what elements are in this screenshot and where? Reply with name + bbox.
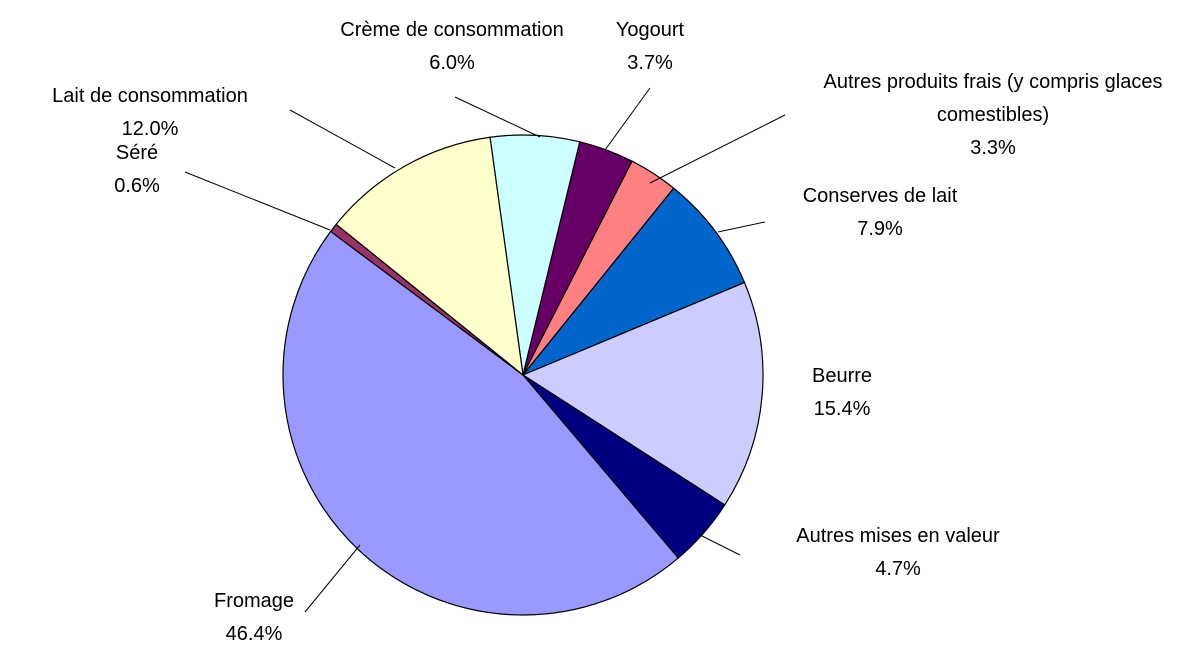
- slice-name: Lait de consommation: [52, 85, 248, 107]
- slice-label: Beurre 15.4%: [782, 360, 902, 426]
- slice-name: Conserves de lait: [802, 185, 958, 207]
- slice-name: Autres mises en valeur: [796, 525, 1000, 547]
- pie-slice: [282, 230, 680, 616]
- leader-line: [304, 544, 361, 613]
- slice-label: Yogourt 3.7%: [590, 14, 710, 80]
- slice-label: Lait de consommation 12.0%: [0, 80, 300, 146]
- slice-name: Autres produits frais (y compris glaces …: [823, 71, 1163, 126]
- slice-name: Crème de consommation: [340, 19, 564, 41]
- leader-line: [289, 109, 396, 169]
- slice-label: Séré 0.6%: [87, 137, 187, 203]
- pie-slice: [521, 281, 764, 506]
- slice-label: Autres produits frais (y compris glaces …: [803, 66, 1183, 165]
- leader-line: [604, 87, 651, 151]
- slice-value: 4.7%: [875, 558, 921, 580]
- leader-line: [717, 221, 766, 233]
- slice-value: 7.9%: [857, 218, 903, 240]
- slice-name: Yogourt: [615, 19, 685, 41]
- slice-value: 3.7%: [627, 52, 673, 74]
- slice-label: Conserves de lait 7.9%: [750, 180, 1010, 246]
- leader-line: [184, 171, 331, 231]
- slice-name: Beurre: [811, 365, 873, 387]
- slice-name: Séré: [115, 142, 159, 164]
- pie-slice: [335, 136, 524, 377]
- slice-value: 15.4%: [813, 398, 871, 420]
- slice-value: 0.6%: [114, 175, 160, 197]
- slice-label: Autres mises en valeur 4.7%: [748, 520, 1048, 586]
- slice-value: 3.3%: [970, 137, 1016, 159]
- slice-name: Fromage: [213, 590, 295, 612]
- slice-value: 6.0%: [429, 52, 475, 74]
- slice-label: Fromage 46.4%: [184, 585, 324, 646]
- slice-value: 46.4%: [225, 623, 283, 645]
- slice-value: 12.0%: [121, 118, 179, 140]
- leader-line: [699, 534, 741, 556]
- leader-line: [454, 96, 541, 138]
- slice-label: Crème de consommation 6.0%: [292, 14, 612, 80]
- leader-line: [649, 114, 786, 184]
- pie-slice: [522, 187, 746, 376]
